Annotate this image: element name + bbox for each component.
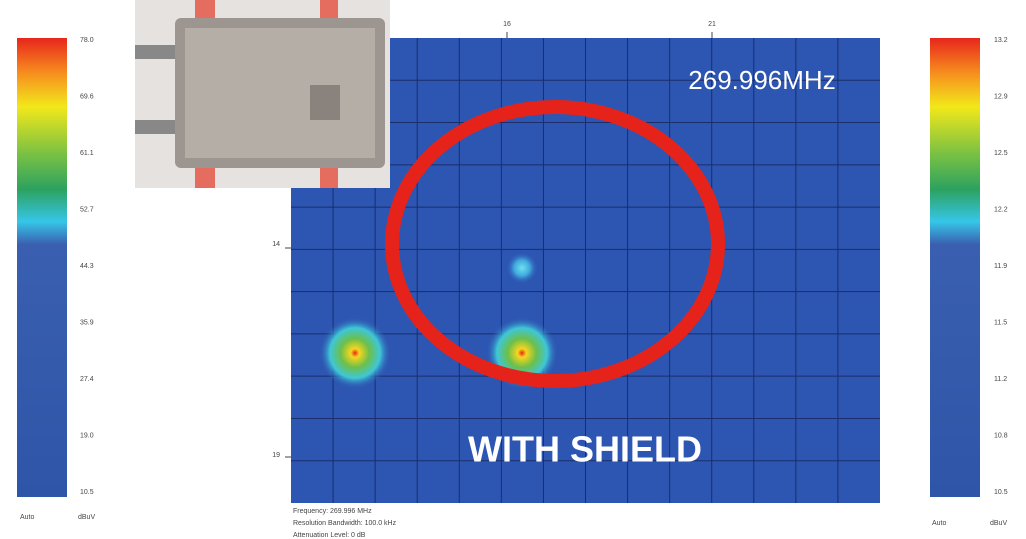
- scale-tick-label: 12.2: [994, 206, 1008, 213]
- scale-tick-label: 12.9: [994, 93, 1008, 100]
- scale-tick-label: 10.5: [994, 489, 1008, 496]
- y-tick-label: 14: [272, 241, 280, 248]
- highlight-ellipse: [385, 100, 725, 388]
- footer-line: Resolution Bandwidth: 100.0 kHz: [293, 520, 397, 527]
- right-mode: Auto: [932, 520, 947, 527]
- frequency-annotation: 269.996MHz: [688, 65, 835, 95]
- scale-tick-label: 69.6: [80, 93, 94, 100]
- scale-tick-label: 44.3: [80, 263, 94, 270]
- hotspot: [319, 317, 391, 389]
- hotspot: [506, 252, 538, 284]
- shield-annotation: WITH SHIELD: [468, 429, 702, 470]
- device-photo: [135, 0, 390, 188]
- scale-tick-label: 13.2: [994, 37, 1008, 44]
- scale-tick-label: 12.5: [994, 150, 1008, 157]
- scale-tick-label: 11.5: [994, 319, 1007, 326]
- left-color-bar: [17, 38, 67, 497]
- scale-tick-label: 19.0: [80, 432, 94, 439]
- y-tick-label: 19: [272, 452, 280, 459]
- x-tick-label: 21: [708, 21, 716, 28]
- scale-tick-label: 10.8: [994, 432, 1008, 439]
- footer-line: Frequency: 269.996 MHz: [293, 508, 372, 515]
- scale-tick-label: 52.7: [80, 206, 94, 213]
- scale-tick-label: 78.0: [80, 37, 94, 44]
- scale-tick-label: 11.2: [994, 376, 1007, 383]
- scale-tick-label: 11.9: [994, 263, 1007, 270]
- x-tick-label: 16: [503, 21, 511, 28]
- left-unit: dBuV: [78, 514, 95, 521]
- footer-line: Attenuation Level: 0 dB: [293, 532, 366, 539]
- left-mode: Auto: [20, 514, 35, 521]
- right-color-bar: [930, 38, 980, 497]
- right-unit: dBuV: [990, 520, 1007, 527]
- scale-tick-label: 27.4: [80, 376, 94, 383]
- scale-tick-label: 10.5: [80, 489, 94, 496]
- scale-tick-label: 61.1: [80, 150, 94, 157]
- scale-tick-label: 35.9: [80, 319, 94, 326]
